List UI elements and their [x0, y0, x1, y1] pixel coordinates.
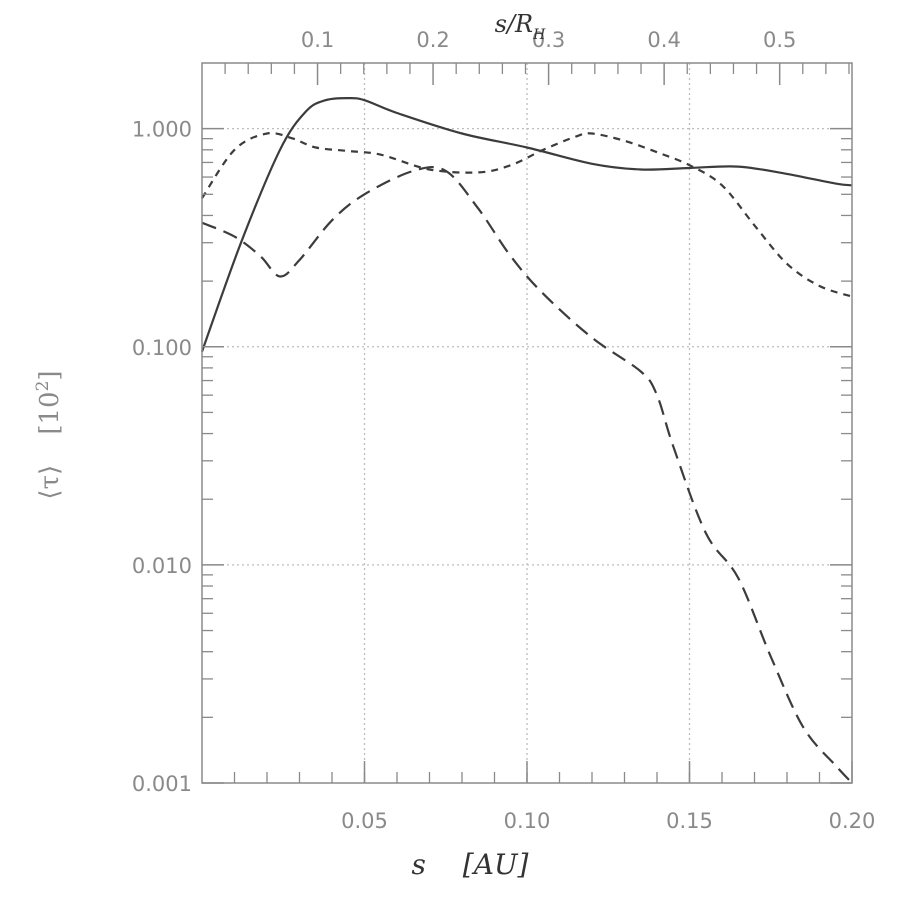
- top-axis-subscript: H: [532, 27, 546, 43]
- x-tick-label: 0.20: [829, 809, 876, 833]
- top-axis-label: s/RH: [495, 10, 546, 43]
- y-axis-unit-sup: 2: [33, 381, 53, 392]
- y-axis-symbol: ⟨τ⟩: [35, 465, 65, 500]
- y-tick-label: 0.001: [132, 772, 192, 796]
- x2-tick-label: 0.1: [301, 28, 334, 52]
- y-axis-label: ⟨τ⟩ [102]: [33, 370, 65, 499]
- top-axis-symbol: s/R: [495, 10, 533, 38]
- y-tick-label: 1.000: [132, 118, 192, 142]
- y-tick-label: 0.010: [132, 554, 192, 578]
- y-axis-unit-open: [10: [35, 391, 65, 434]
- series-solid-line: [200, 96, 853, 352]
- x-tick-label: 0.10: [504, 809, 551, 833]
- grid: [202, 63, 852, 783]
- ticks: 0.05 0.10 0.15 0.20 0.1 0.2 0.3 0.4 0.5 0.001 0.01…: [132, 28, 876, 833]
- x-axis-unit: [AU]: [463, 848, 529, 881]
- x2-tick-label: 0.5: [763, 28, 796, 52]
- x2-tick-label: 0.4: [647, 28, 680, 52]
- x-tick-label: 0.15: [666, 809, 713, 833]
- x-axis-label: s [AU]: [412, 848, 529, 881]
- x2-tick-label: 0.2: [416, 28, 449, 52]
- y-tick-label: 0.100: [132, 336, 192, 360]
- y-axis-unit-close: ]: [35, 370, 65, 380]
- series-layer: [200, 96, 853, 784]
- x2-tick-label: 0.3: [532, 28, 565, 52]
- x-tick-label: 0.05: [341, 809, 388, 833]
- series-short-dash-line: [201, 132, 853, 298]
- x-axis-symbol: s: [412, 848, 426, 881]
